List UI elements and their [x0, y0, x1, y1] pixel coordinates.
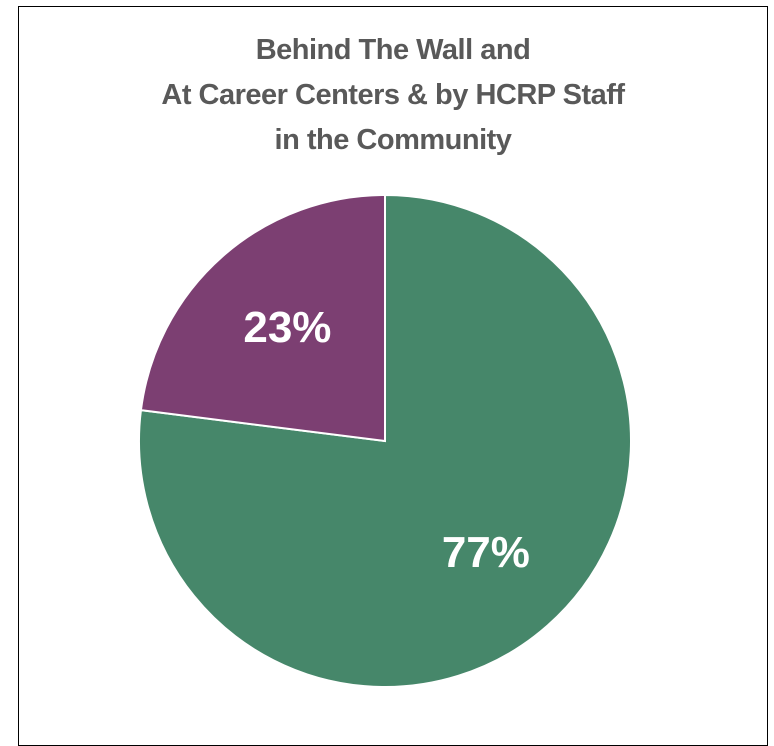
chart-title: Behind The Wall and At Career Centers & …: [18, 28, 768, 163]
chart-title-line-2: At Career Centers & by HCRP Staff: [161, 79, 625, 111]
pie-slice-2: [139, 193, 386, 443]
chart-title-line-1: Behind The Wall and: [255, 34, 531, 66]
chart-title-line-3: in the Community: [274, 124, 512, 156]
pie-slice-1-label: 77%: [442, 528, 530, 577]
pie-slice-2-label: 23%: [243, 303, 331, 352]
